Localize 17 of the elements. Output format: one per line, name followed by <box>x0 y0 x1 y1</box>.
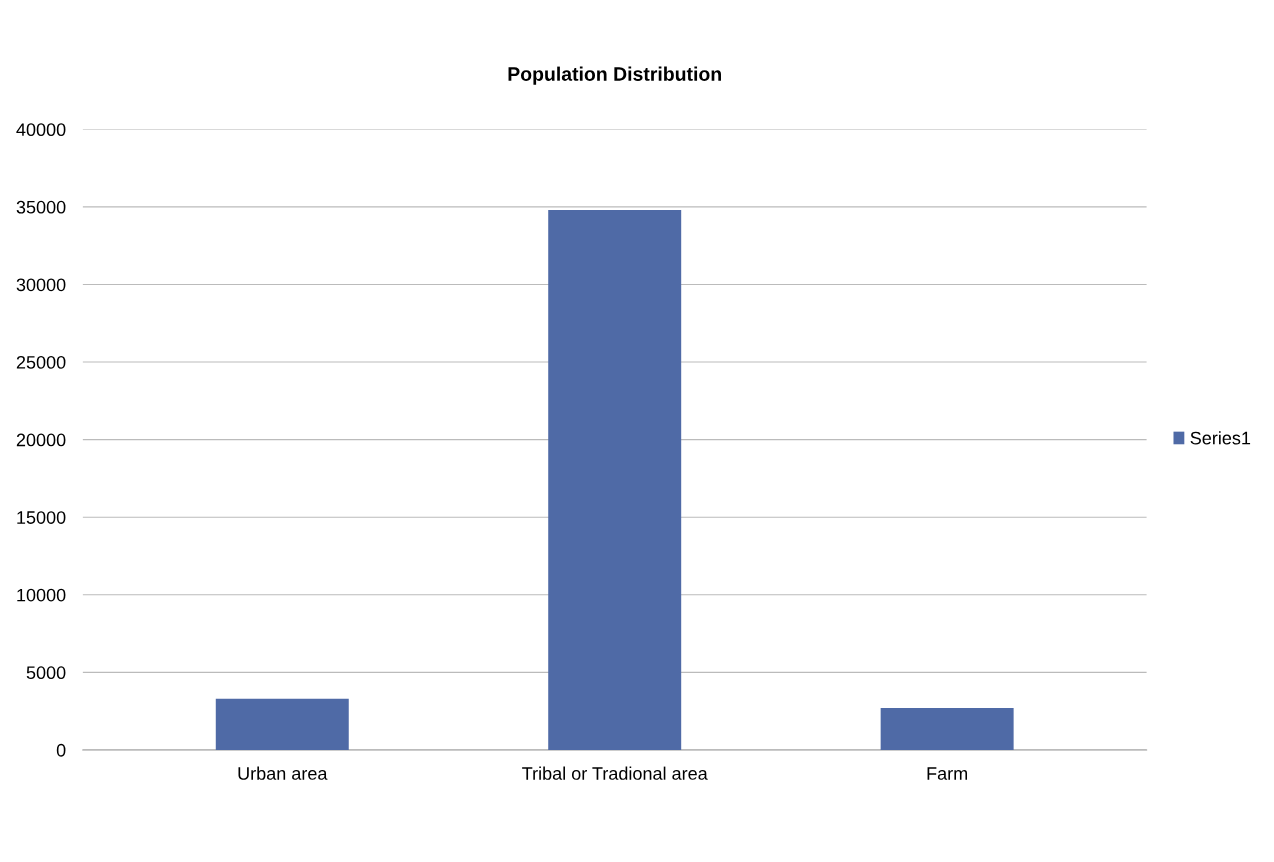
bar <box>548 209 682 750</box>
y-tick-label: 20000 <box>16 433 66 447</box>
bar <box>880 708 1014 750</box>
y-tick-label: 10000 <box>17 588 66 602</box>
y-tick-label: 0 <box>56 743 66 757</box>
y-tick-label: 30000 <box>16 278 66 292</box>
bar <box>215 698 349 750</box>
chart-title: Population Distribution <box>508 66 721 85</box>
y-tick-label: 15000 <box>17 511 66 524</box>
x-tick-label: Farm <box>927 767 968 780</box>
y-tick-label: 40000 <box>16 123 66 137</box>
y-tick-label: 25000 <box>16 355 66 369</box>
y-tick-label: 35000 <box>16 200 66 214</box>
x-tick-label: Tribal or Tradional area <box>522 766 708 780</box>
x-tick-label: Urban area <box>238 766 328 780</box>
y-tick-label: 5000 <box>26 666 66 680</box>
legend-label: Series1 <box>1190 431 1251 445</box>
